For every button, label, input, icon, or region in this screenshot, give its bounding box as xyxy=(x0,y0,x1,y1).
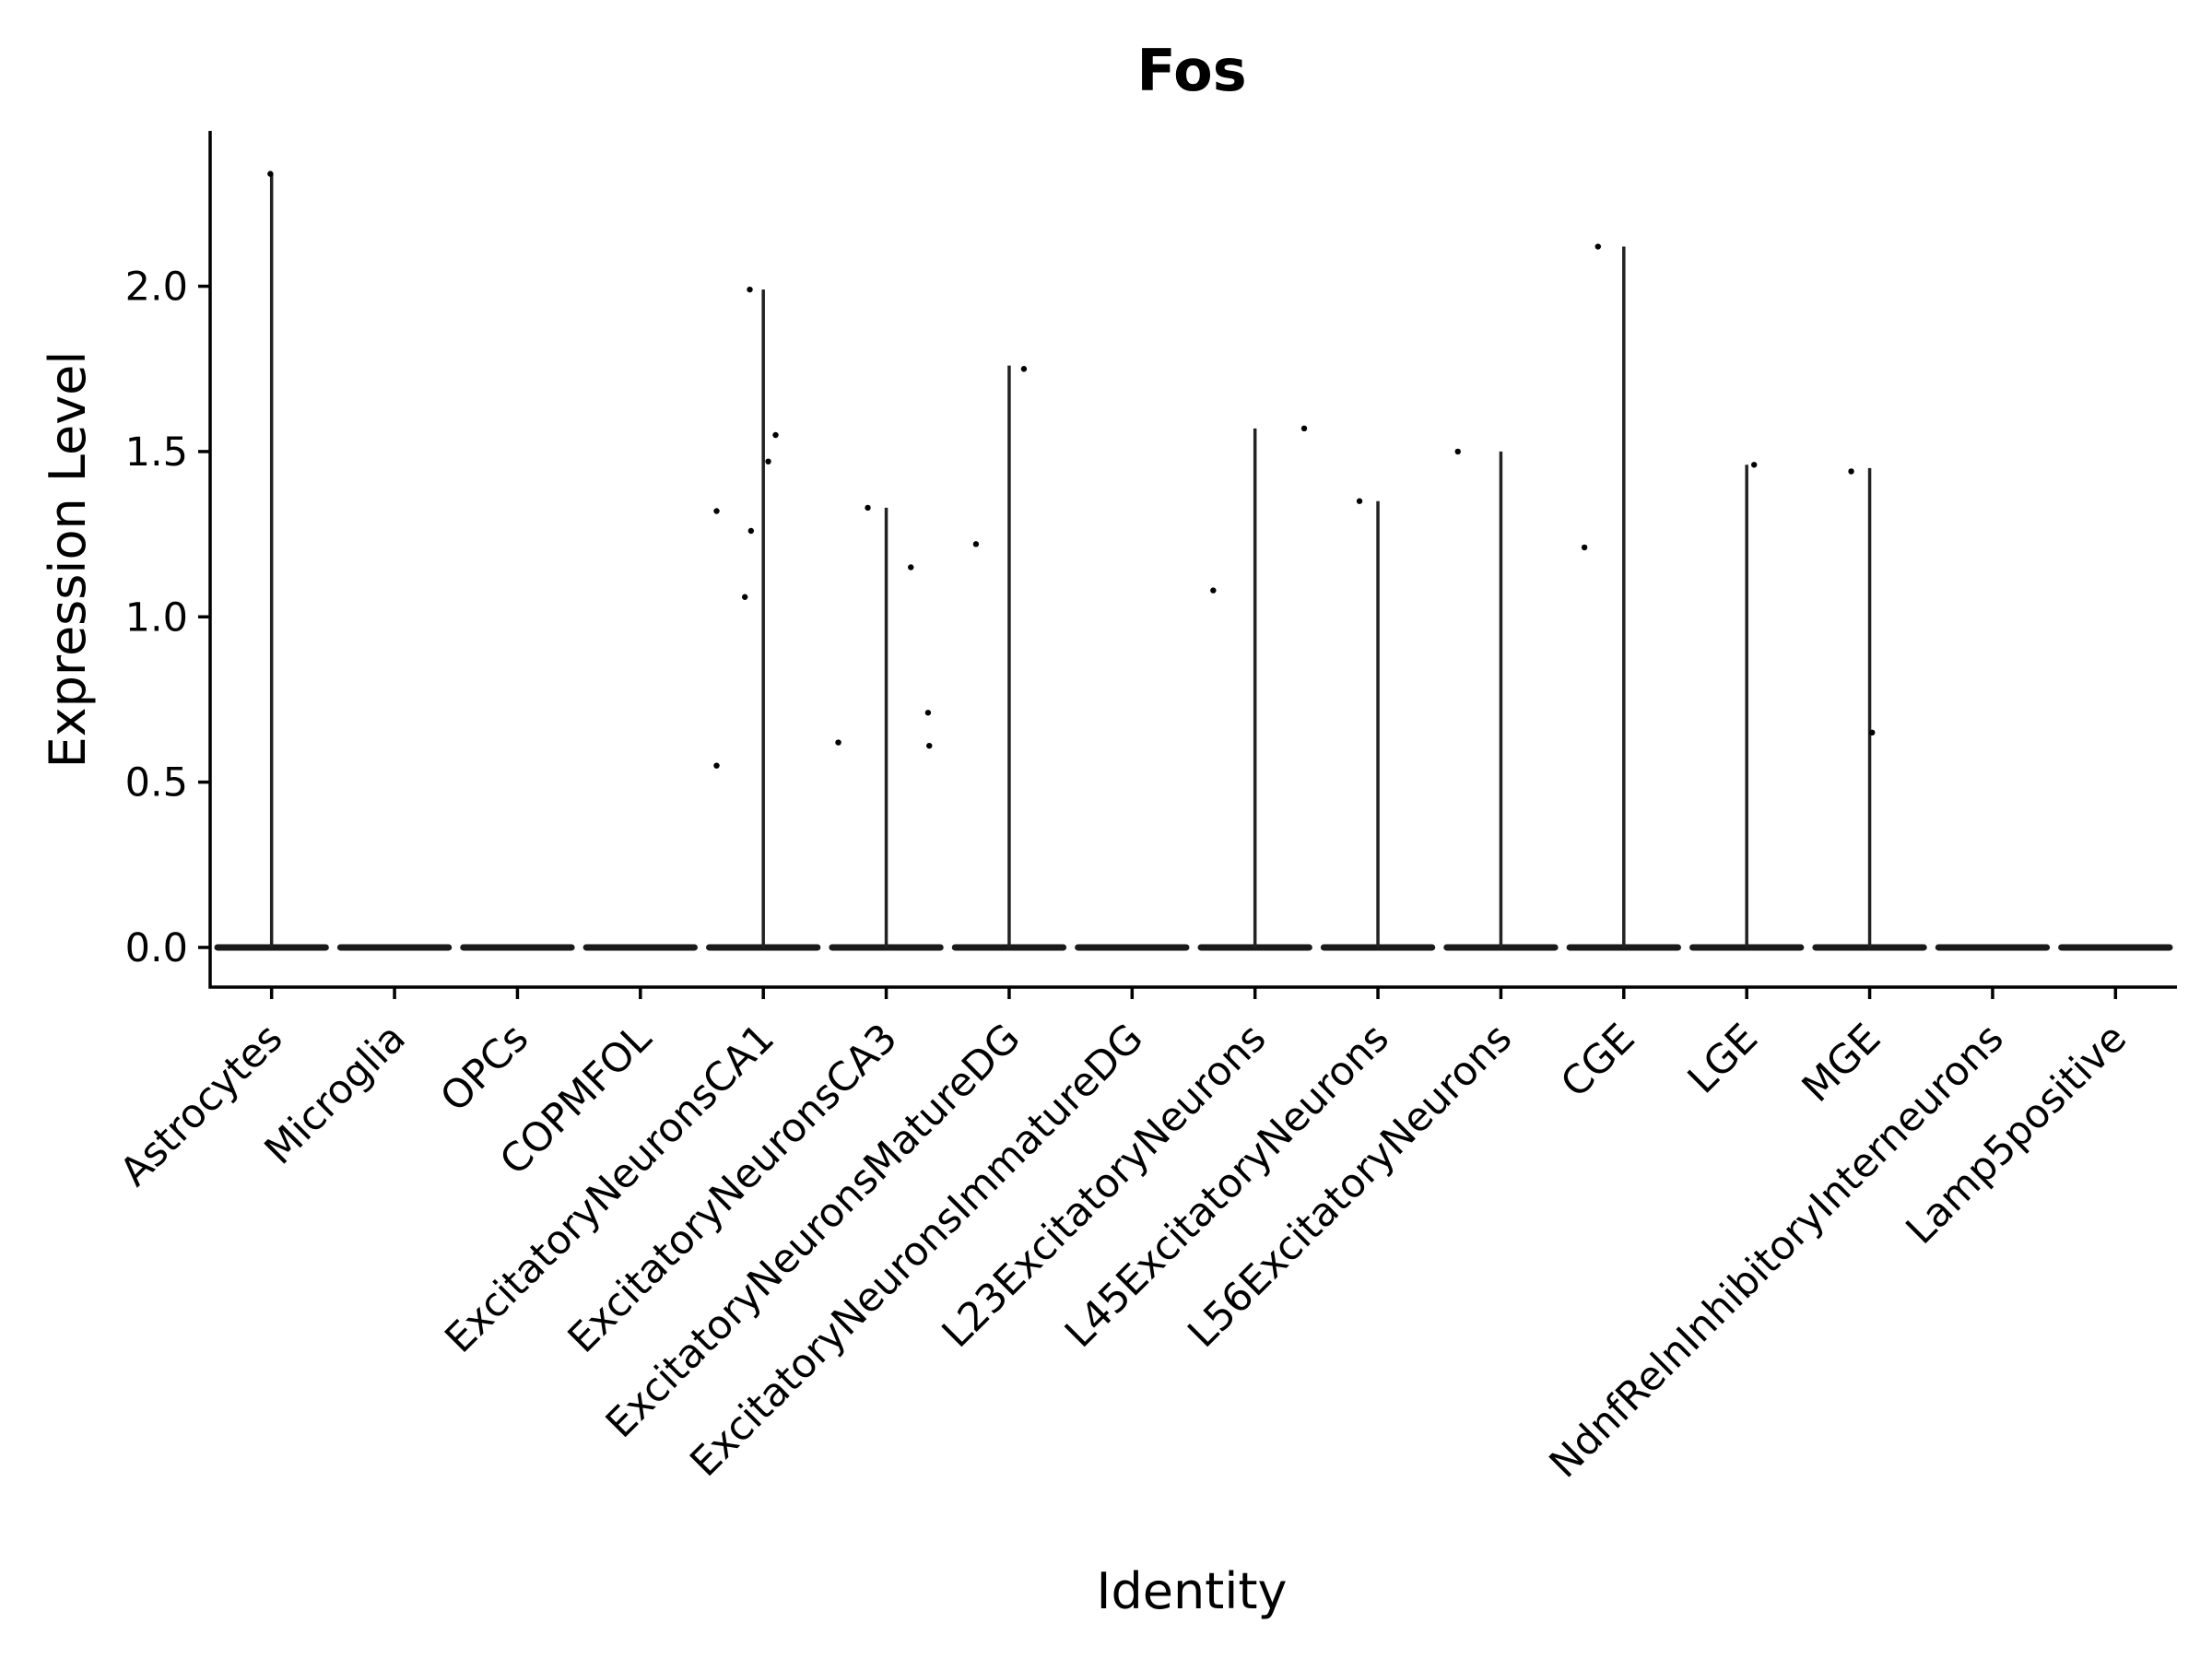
data-point xyxy=(972,541,980,547)
data-point xyxy=(1750,462,1758,468)
data-point xyxy=(1356,498,1363,504)
x-tick-label: Lamp5positive xyxy=(1898,1015,2136,1253)
x-tick-label: Astrocytes xyxy=(112,1015,292,1195)
data-point xyxy=(765,458,771,465)
data-point xyxy=(1848,468,1854,475)
data-point xyxy=(267,171,274,177)
x-tick-label: OPCs xyxy=(432,1015,538,1121)
data-point xyxy=(908,564,914,571)
data-point xyxy=(713,508,720,514)
y-tick-label: 0.0 xyxy=(125,925,188,971)
data-point xyxy=(1869,729,1876,736)
x-tick-label: CGE xyxy=(1552,1015,1643,1106)
data-point xyxy=(1594,243,1602,250)
data-point xyxy=(924,710,932,716)
x-tick-label: NdnfRelnInhibitoryInterneurons xyxy=(1541,1015,2013,1487)
axes-frame xyxy=(208,131,2177,989)
x-tick-label: LGE xyxy=(1679,1015,1767,1102)
data-point xyxy=(1454,448,1461,455)
data-point xyxy=(1300,425,1308,432)
data-point xyxy=(835,739,841,746)
data-point xyxy=(1020,366,1028,372)
data-point xyxy=(747,286,753,293)
x-tick-label: ExcitatoryNeuronsImmatureDG xyxy=(682,1015,1153,1486)
data-point xyxy=(1581,544,1588,551)
y-tick-label: 0.5 xyxy=(125,760,188,806)
y-tick-label: 2.0 xyxy=(125,265,188,311)
data-point xyxy=(713,762,720,769)
data-point xyxy=(747,527,755,535)
data-point xyxy=(1210,587,1217,594)
chart-title: Fos xyxy=(1136,37,1246,104)
data-point xyxy=(926,742,933,749)
y-tick-label: 1.0 xyxy=(125,594,188,641)
x-axis-label: Identity xyxy=(1097,1562,1288,1620)
y-tick-label: 1.5 xyxy=(125,429,188,476)
data-point xyxy=(865,504,871,512)
data-point xyxy=(772,431,779,439)
y-axis-label: Expression Level xyxy=(39,351,97,769)
x-tick-label: MGE xyxy=(1794,1015,1889,1111)
data-point xyxy=(741,594,748,600)
